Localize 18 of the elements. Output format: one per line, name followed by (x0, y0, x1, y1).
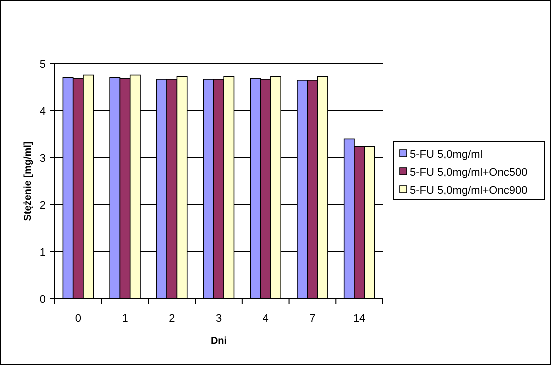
x-tick-label: 1 (122, 313, 128, 325)
y-tick-label: 2 (40, 200, 46, 212)
y-tick-label: 1 (40, 246, 46, 259)
x-tick-label: 7 (310, 313, 316, 325)
x-tick-label: 0 (75, 313, 82, 325)
y-axis-title: Stężenie [mg/ml] (23, 142, 34, 222)
legend-label: 5-FU 5,0mg/ml+Onc900 (410, 184, 528, 197)
x-axis-title: Dni (210, 336, 228, 347)
y-tick-label: 4 (40, 106, 46, 118)
y-tick-label: 3 (40, 152, 46, 165)
x-tick-label: 4 (262, 313, 269, 325)
legend-label: 5-FU 5,0mg/ml+Onc500 (410, 166, 528, 179)
x-tick-label: 14 (353, 313, 366, 325)
y-tick-label: 5 (40, 58, 46, 71)
legend-label: 5-FU 5,0mg/ml (410, 148, 483, 161)
y-tick-label: 0 (40, 294, 46, 306)
x-tick-label: 3 (216, 313, 222, 325)
x-tick-label: 2 (169, 313, 176, 325)
